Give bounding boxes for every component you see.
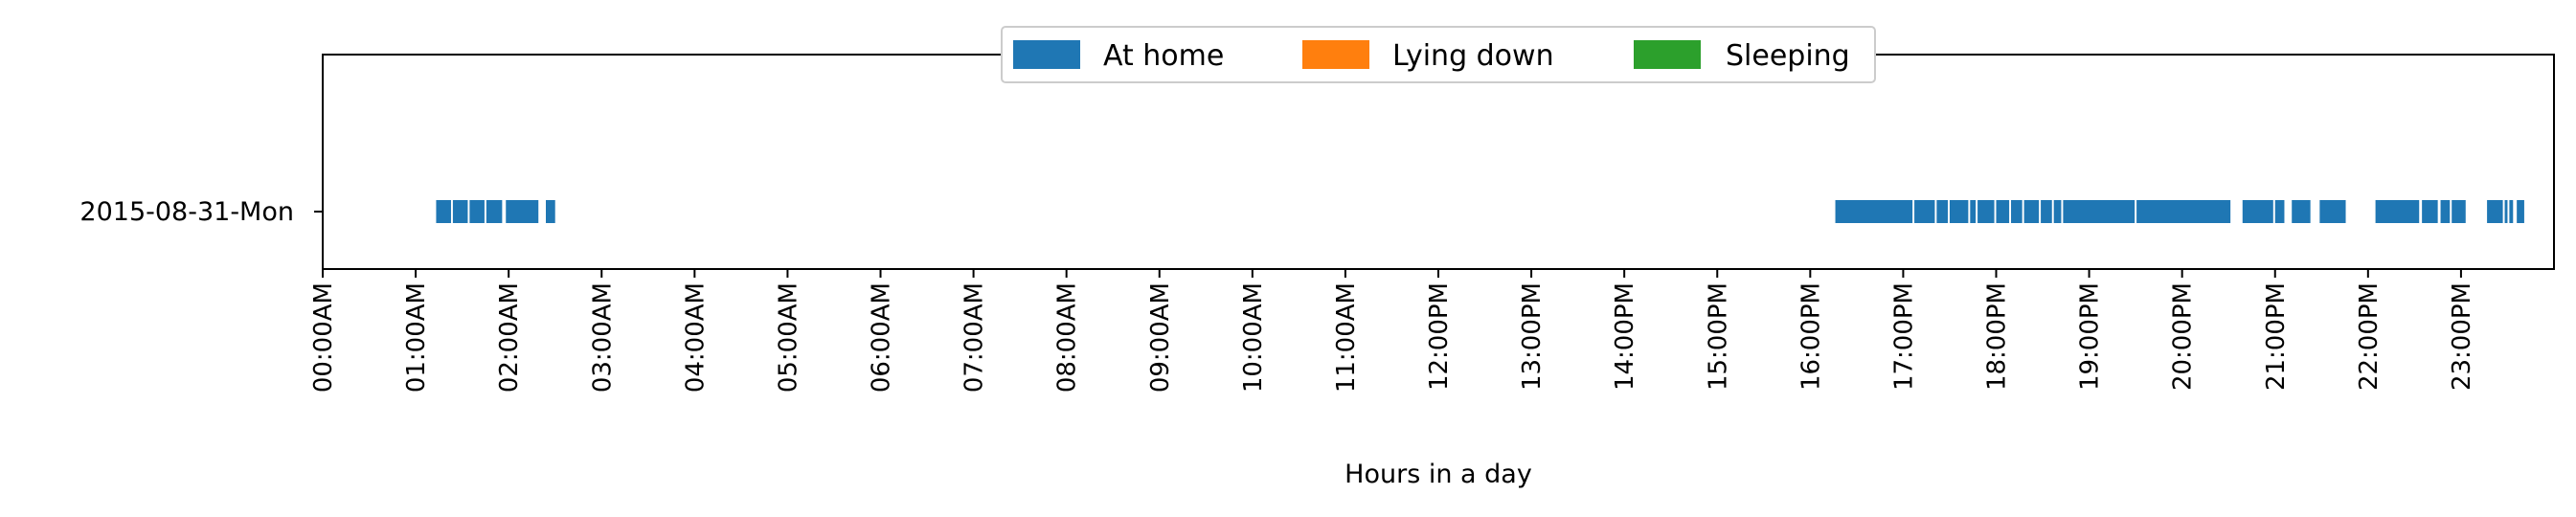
x-tick-label: 16:00PM [1796, 282, 1825, 391]
x-tick-label: 02:00AM [495, 282, 524, 393]
interval-bar [1970, 200, 1977, 223]
x-tick-label: 21:00PM [2262, 282, 2291, 391]
interval-bar [546, 200, 555, 223]
x-tick-label: 20:00PM [2169, 282, 2198, 391]
interval-bar [2440, 200, 2451, 223]
interval-bar [2509, 200, 2514, 223]
x-tick-label: 05:00AM [774, 282, 802, 393]
interval-bar [2242, 200, 2273, 223]
x-tick-label: 09:00AM [1146, 282, 1175, 393]
x-tick-label: 18:00PM [1983, 282, 2012, 391]
x-tick-label: 14:00PM [1611, 282, 1639, 391]
x-tick-label: 19:00PM [2076, 282, 2105, 391]
x-tick-label: 13:00PM [1518, 282, 1547, 391]
legend-swatch [1013, 40, 1080, 69]
x-tick-label: 11:00AM [1332, 282, 1361, 393]
interval-bar [2041, 200, 2052, 223]
x-axis: 00:00AM 01:00AM 02:00AM 03:00AM 04:00AM 05:00… [309, 269, 2476, 393]
interval-bar [2452, 200, 2466, 223]
legend-label: At home [1103, 39, 1224, 73]
interval-bar [436, 200, 451, 223]
legend-swatch [1634, 40, 1701, 69]
y-axis: 2015-08-31-Mon [79, 197, 323, 227]
legend-label: Lying down [1392, 39, 1554, 73]
interval-bar [2292, 200, 2311, 223]
interval-bar [2011, 200, 2022, 223]
interval-bar [1835, 200, 1913, 223]
interval-bar [469, 200, 485, 223]
interval-bar [2053, 200, 2062, 223]
x-tick-label: 03:00AM [588, 282, 617, 393]
x-tick-label: 01:00AM [402, 282, 431, 393]
x-axis-title: Hours in a day [1344, 460, 1532, 489]
x-tick-label: 10:00AM [1239, 282, 1268, 393]
legend-label: Sleeping [1726, 39, 1850, 73]
interval-bar [2517, 200, 2524, 223]
legend-swatch [1302, 40, 1369, 69]
interval-bar [2023, 200, 2040, 223]
interval-bar [1977, 200, 1995, 223]
x-tick-label: 22:00PM [2355, 282, 2384, 391]
plot-area-frame [322, 54, 2555, 270]
x-tick-label: 00:00AM [309, 282, 338, 393]
y-tick-label: 2015-08-31-Mon [79, 197, 294, 227]
interval-bar [2274, 200, 2285, 223]
interval-bar [1949, 200, 1969, 223]
activity-bars [436, 200, 2524, 223]
interval-bar [2136, 200, 2231, 223]
x-tick-label: 07:00AM [960, 282, 989, 393]
x-tick-label: 06:00AM [868, 282, 896, 393]
interval-bar [2422, 200, 2438, 223]
x-tick-label: 15:00PM [1704, 282, 1732, 391]
interval-bar [506, 200, 539, 223]
x-tick-label: 23:00PM [2448, 282, 2476, 391]
x-tick-label: 12:00PM [1425, 282, 1454, 391]
interval-bar [2375, 200, 2420, 223]
interval-bar [2319, 200, 2346, 223]
interval-bar [452, 200, 468, 223]
x-tick-label: 17:00PM [1889, 282, 1918, 391]
interval-bar [486, 200, 503, 223]
interval-bar [1996, 200, 2010, 223]
interval-bar [1936, 200, 1949, 223]
x-tick-label: 08:00AM [1053, 282, 1082, 393]
interval-bar [2487, 200, 2503, 223]
interval-bar [2063, 200, 2135, 223]
interval-bar [1914, 200, 1935, 223]
interval-bar [2504, 200, 2508, 223]
legend: At home Lying down Sleeping [1001, 26, 1876, 83]
x-tick-label: 04:00AM [681, 282, 710, 393]
